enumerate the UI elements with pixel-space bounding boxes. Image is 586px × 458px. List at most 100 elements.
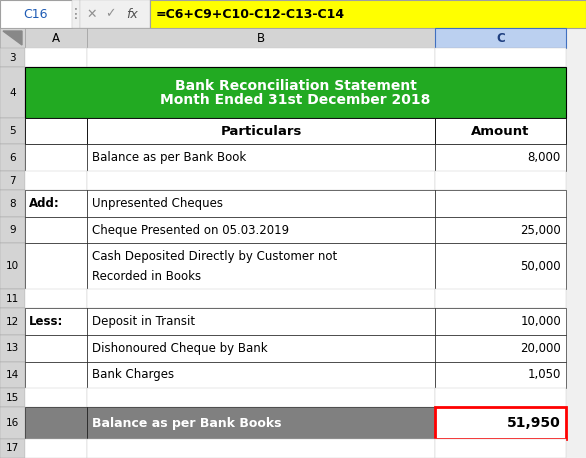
Bar <box>25 67 566 118</box>
Bar <box>87 439 435 458</box>
Bar <box>25 190 87 217</box>
Bar <box>0 439 25 458</box>
Bar <box>435 144 566 171</box>
Text: Less:: Less: <box>29 315 63 328</box>
Bar <box>25 388 87 407</box>
Text: 5: 5 <box>9 126 16 136</box>
Text: 10: 10 <box>6 261 19 271</box>
Bar <box>87 171 435 190</box>
Text: 13: 13 <box>6 343 19 353</box>
Text: Add:: Add: <box>29 197 60 210</box>
Text: 14: 14 <box>6 370 19 380</box>
Bar <box>0 190 25 217</box>
Text: Month Ended 31st December 2018: Month Ended 31st December 2018 <box>161 93 431 107</box>
Bar <box>0 309 25 335</box>
Text: Bank Reconciliation Statement: Bank Reconciliation Statement <box>175 78 417 93</box>
Text: 8: 8 <box>9 199 16 208</box>
Bar <box>87 28 435 48</box>
Bar <box>0 388 25 407</box>
Bar <box>0 289 25 309</box>
Bar <box>0 67 25 118</box>
Bar <box>25 48 87 67</box>
Bar <box>435 190 566 217</box>
Bar <box>435 335 566 361</box>
Bar <box>0 407 25 439</box>
Bar <box>87 217 435 243</box>
Text: ⋮: ⋮ <box>69 7 83 21</box>
Bar <box>87 361 435 388</box>
Bar <box>87 335 435 361</box>
Bar <box>435 243 566 289</box>
Text: 7: 7 <box>9 176 16 185</box>
Bar <box>25 289 87 309</box>
Text: 10,000: 10,000 <box>520 315 561 328</box>
Polygon shape <box>3 31 22 45</box>
Text: Recorded in Books: Recorded in Books <box>92 270 201 283</box>
Text: A: A <box>52 32 60 44</box>
Text: Deposit in Transit: Deposit in Transit <box>92 315 195 328</box>
Bar <box>435 217 566 243</box>
Bar <box>25 171 87 190</box>
Bar <box>87 118 435 144</box>
Bar <box>25 118 87 144</box>
Bar <box>435 361 566 388</box>
Text: Dishonoured Cheque by Bank: Dishonoured Cheque by Bank <box>92 342 268 355</box>
Text: Balance as per Bank Books: Balance as per Bank Books <box>92 416 281 430</box>
Bar <box>87 309 435 335</box>
Bar <box>25 144 87 171</box>
Text: 51,950: 51,950 <box>507 416 561 430</box>
Text: 11: 11 <box>6 294 19 304</box>
Text: 16: 16 <box>6 418 19 428</box>
Text: Particulars: Particulars <box>220 125 302 138</box>
Bar <box>25 217 87 243</box>
Bar <box>435 309 566 335</box>
Bar <box>25 407 87 439</box>
Text: 25,000: 25,000 <box>520 224 561 237</box>
Bar <box>72 0 80 28</box>
Text: 1,050: 1,050 <box>527 368 561 382</box>
Bar <box>0 0 586 28</box>
Bar <box>0 171 25 190</box>
Text: =C6+C9+C10-C12-C13-C14: =C6+C9+C10-C12-C13-C14 <box>156 7 345 21</box>
Bar <box>435 171 566 190</box>
Text: 9: 9 <box>9 225 16 235</box>
Bar <box>25 439 87 458</box>
Bar <box>435 407 566 439</box>
Text: ✓: ✓ <box>105 7 115 21</box>
Bar <box>0 144 25 171</box>
Text: B: B <box>257 32 265 44</box>
Text: Balance as per Bank Book: Balance as per Bank Book <box>92 151 246 164</box>
Bar <box>87 388 435 407</box>
Bar <box>435 439 566 458</box>
Bar <box>87 289 435 309</box>
Text: C: C <box>496 32 505 44</box>
Text: 50,000: 50,000 <box>520 260 561 273</box>
Text: Amount: Amount <box>471 125 530 138</box>
Bar <box>435 388 566 407</box>
Text: Cash Deposited Directly by Customer not: Cash Deposited Directly by Customer not <box>92 250 338 263</box>
Text: 3: 3 <box>9 53 16 63</box>
Bar <box>435 118 566 144</box>
Text: 20,000: 20,000 <box>520 342 561 355</box>
Text: 17: 17 <box>6 443 19 453</box>
Bar <box>25 361 87 388</box>
Bar <box>25 309 87 335</box>
Bar <box>0 217 25 243</box>
Text: C16: C16 <box>24 7 48 21</box>
Bar <box>0 335 25 361</box>
Text: 12: 12 <box>6 317 19 327</box>
Bar <box>80 0 150 28</box>
Bar <box>87 48 435 67</box>
Bar <box>435 289 566 309</box>
Bar <box>0 28 25 48</box>
Text: ✕: ✕ <box>87 7 97 21</box>
Bar <box>87 243 435 289</box>
Text: Cheque Presented on 05.03.2019: Cheque Presented on 05.03.2019 <box>92 224 289 237</box>
Bar <box>150 0 586 28</box>
Bar <box>0 243 25 289</box>
Bar <box>0 48 25 67</box>
Bar <box>0 0 72 28</box>
Text: 6: 6 <box>9 153 16 163</box>
Text: 8,000: 8,000 <box>528 151 561 164</box>
Bar <box>87 407 435 439</box>
